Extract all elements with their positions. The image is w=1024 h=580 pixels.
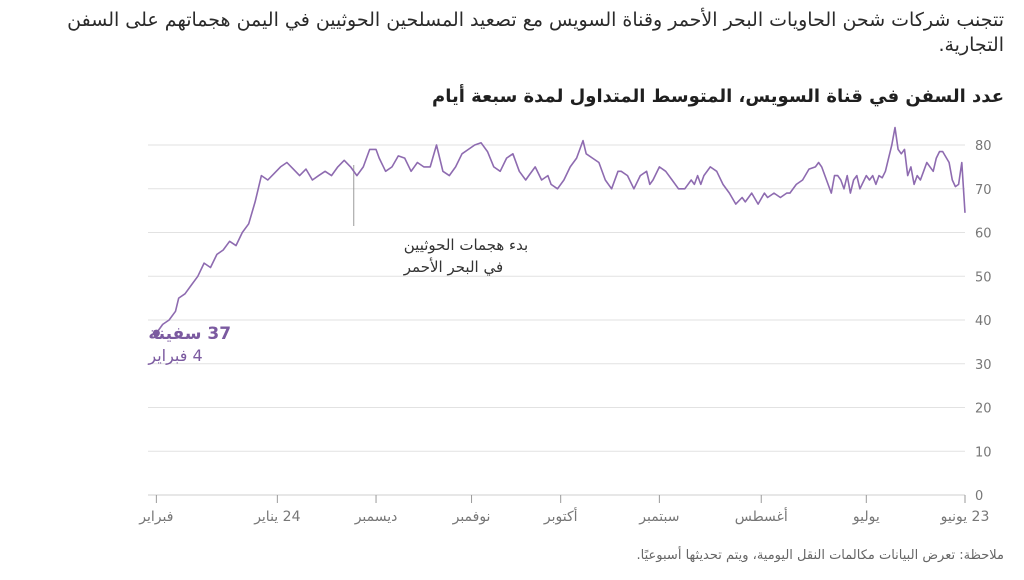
headline: تتجنب شركات شحن الحاويات البحر الأحمر وق… [67,9,1004,56]
annotation: بدء هجمات الحوثيين في البحر الأحمر [353,165,528,277]
x-tick-label: 23 يونيو [940,509,990,525]
y-tick-label: 40 [975,314,992,329]
y-tick-label: 0 [975,489,983,504]
y-axis-ticks: 0 10 20 30 40 50 60 70 80 [975,139,992,504]
y-tick-label: 30 [975,358,992,373]
x-tick-label: يوليو [852,509,880,525]
y-tick-label: 80 [975,139,992,154]
series-line [155,126,966,334]
y-tick-label: 50 [975,270,992,285]
start-value-label: 37 سفينة [148,324,231,344]
x-tick-label: أغسطس [735,507,788,525]
chart-title: عدد السفن في قناة السويس، المتوسط المتدا… [432,86,1004,107]
gridlines [148,144,965,496]
annotation-text: في البحر الأحمر [403,257,503,277]
y-tick-label: 10 [975,445,992,460]
y-tick-label: 60 [975,227,992,242]
x-tick-label: نوفمبر [452,509,491,525]
footnote: ملاحظة: تعرض البيانات مكالمات النقل اليو… [636,548,1004,563]
x-axis: 23 يونيو يوليو أغسطس سبتمبر أكتوبر نوفمبر ديسم… [138,495,989,525]
x-tick-label: سبتمبر [638,509,679,525]
y-tick-label: 70 [975,183,992,198]
x-tick-label: 24 يناير [253,509,300,525]
annotation-text: بدء هجمات الحوثيين [404,236,528,254]
x-tick-label: فبراير [138,509,173,525]
start-point-marker [152,329,160,337]
x-tick-label: أكتوبر [543,507,578,525]
y-tick-label: 20 [975,402,992,417]
x-tick-label: ديسمبر [354,509,398,525]
start-date-label: 4 فبراير [147,346,202,366]
